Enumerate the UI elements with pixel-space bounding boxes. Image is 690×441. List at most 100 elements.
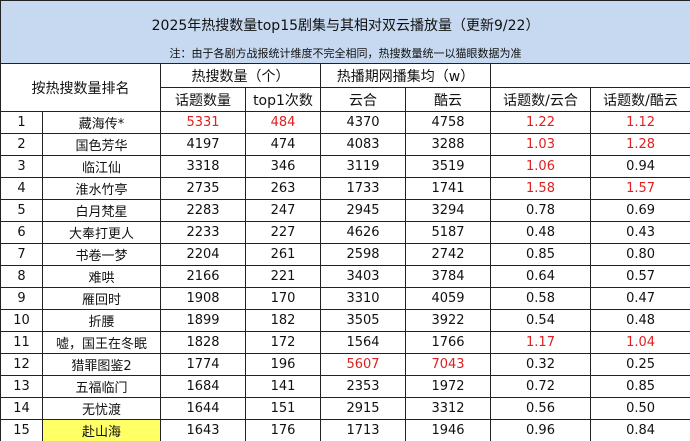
cell: 1.03 bbox=[490, 133, 591, 156]
note: 注：由于各剧方战报统计维度不完全相同，热搜数量统一以猫眼数据为准 bbox=[0, 43, 690, 64]
cell: 0.47 bbox=[589, 287, 690, 310]
drama-name: 大奉打更人 bbox=[42, 221, 161, 244]
row: 6 大奉打更人 2233 227 4626 5187 0.48 0.43 bbox=[0, 221, 690, 244]
cell: 1.12 bbox=[589, 111, 690, 134]
cell: 0.48 bbox=[490, 221, 591, 244]
cell: 2735 bbox=[160, 177, 246, 200]
cell: 7043 bbox=[405, 353, 491, 376]
cell: 3505 bbox=[320, 309, 406, 332]
drama-name: 临江仙 bbox=[42, 155, 161, 178]
cell: 0.96 bbox=[490, 419, 591, 441]
cell: 2166 bbox=[160, 265, 246, 288]
cell: 151 bbox=[245, 397, 321, 420]
cell: 1899 bbox=[160, 309, 246, 332]
drama-name: 难哄 bbox=[42, 265, 161, 288]
cell: 0.72 bbox=[490, 375, 591, 398]
cell: 5331 bbox=[160, 111, 246, 134]
row: 9 雁回时 1908 170 3310 4059 0.58 0.47 bbox=[0, 287, 690, 310]
cell: 141 bbox=[245, 375, 321, 398]
sub-header: 话题数/云合 bbox=[490, 87, 591, 112]
cell: 1.06 bbox=[490, 155, 591, 178]
cell: 484 bbox=[245, 111, 321, 134]
rank: 5 bbox=[0, 199, 43, 222]
cell: 3403 bbox=[320, 265, 406, 288]
rank: 13 bbox=[0, 375, 43, 398]
cell: 247 bbox=[245, 199, 321, 222]
cell: 0.85 bbox=[490, 243, 591, 266]
cell: 2283 bbox=[160, 199, 246, 222]
cell: 4758 bbox=[405, 111, 491, 134]
empty-header bbox=[489, 63, 690, 88]
drama-name: 雁回时 bbox=[42, 287, 161, 310]
rank: 6 bbox=[0, 221, 43, 244]
drama-name: 国色芳华 bbox=[42, 133, 161, 156]
rank: 10 bbox=[0, 309, 43, 332]
row: 11 嘘，国王在冬眠 1828 172 1564 1766 1.17 1.04 bbox=[0, 331, 690, 354]
cell: 0.25 bbox=[589, 353, 690, 376]
cell: 170 bbox=[245, 287, 321, 310]
cell: 2945 bbox=[320, 199, 406, 222]
cell: 1643 bbox=[160, 419, 246, 441]
cell: 172 bbox=[245, 331, 321, 354]
cell: 1908 bbox=[160, 287, 246, 310]
cell: 1684 bbox=[160, 375, 246, 398]
cell: 0.54 bbox=[490, 309, 591, 332]
group-header: 热播期网播集均（w） bbox=[320, 63, 491, 88]
row: 12 猎罪图鉴2 1774 196 5607 7043 0.32 0.25 bbox=[0, 353, 690, 376]
cell: 0.48 bbox=[589, 309, 690, 332]
drama-name: 淮水竹亭 bbox=[42, 177, 161, 200]
cell: 221 bbox=[245, 265, 321, 288]
cell: 1644 bbox=[160, 397, 246, 420]
cell: 1741 bbox=[405, 177, 491, 200]
cell: 3519 bbox=[405, 155, 491, 178]
cell: 1946 bbox=[405, 419, 491, 441]
sub-header: 酷云 bbox=[405, 87, 491, 112]
cell: 4626 bbox=[320, 221, 406, 244]
row: 5 白月梵星 2283 247 2945 3294 0.78 0.69 bbox=[0, 199, 690, 222]
cell: 0.80 bbox=[589, 243, 690, 266]
cell: 1.22 bbox=[490, 111, 591, 134]
cell: 4197 bbox=[160, 133, 246, 156]
cell: 3312 bbox=[405, 397, 491, 420]
cell: 1828 bbox=[160, 331, 246, 354]
cell: 4370 bbox=[320, 111, 406, 134]
rank: 15 bbox=[0, 419, 43, 441]
rank: 7 bbox=[0, 243, 43, 266]
cell: 182 bbox=[245, 309, 321, 332]
cell: 1733 bbox=[320, 177, 406, 200]
cell: 263 bbox=[245, 177, 321, 200]
drama-name: 白月梵星 bbox=[42, 199, 161, 222]
cell: 0.32 bbox=[490, 353, 591, 376]
row: 14 无忧渡 1644 151 2915 3312 0.56 0.50 bbox=[0, 397, 690, 420]
cell: 474 bbox=[245, 133, 321, 156]
rank: 12 bbox=[0, 353, 43, 376]
rank: 2 bbox=[0, 133, 43, 156]
cell: 0.43 bbox=[589, 221, 690, 244]
cell: 0.78 bbox=[490, 199, 591, 222]
rank: 9 bbox=[0, 287, 43, 310]
cell: 3922 bbox=[405, 309, 491, 332]
cell: 5187 bbox=[405, 221, 491, 244]
drama-name: 藏海传* bbox=[42, 111, 161, 134]
cell: 176 bbox=[245, 419, 321, 441]
cell: 1.04 bbox=[589, 331, 690, 354]
cell: 1774 bbox=[160, 353, 246, 376]
sub-header: 话题数/酷云 bbox=[589, 87, 690, 112]
cell: 0.58 bbox=[490, 287, 591, 310]
row: 2 国色芳华 4197 474 4083 3288 1.03 1.28 bbox=[0, 133, 690, 156]
cell: 0.69 bbox=[589, 199, 690, 222]
rank: 8 bbox=[0, 265, 43, 288]
rank: 3 bbox=[0, 155, 43, 178]
row: 7 书卷一梦 2204 261 2598 2742 0.85 0.80 bbox=[0, 243, 690, 266]
row: 13 五福临门 1684 141 2353 1972 0.72 0.85 bbox=[0, 375, 690, 398]
cell: 346 bbox=[245, 155, 321, 178]
row: 15 赴山海 1643 176 1713 1946 0.96 0.84 bbox=[0, 419, 690, 441]
title: 2025年热搜数量top15剧集与其相对双云播放量（更新9/22） bbox=[0, 0, 690, 43]
cell: 1972 bbox=[405, 375, 491, 398]
sub-header: top1次数 bbox=[245, 87, 321, 112]
cell: 2204 bbox=[160, 243, 246, 266]
cell: 0.56 bbox=[490, 397, 591, 420]
cell: 0.84 bbox=[589, 419, 690, 441]
cell: 1.28 bbox=[589, 133, 690, 156]
